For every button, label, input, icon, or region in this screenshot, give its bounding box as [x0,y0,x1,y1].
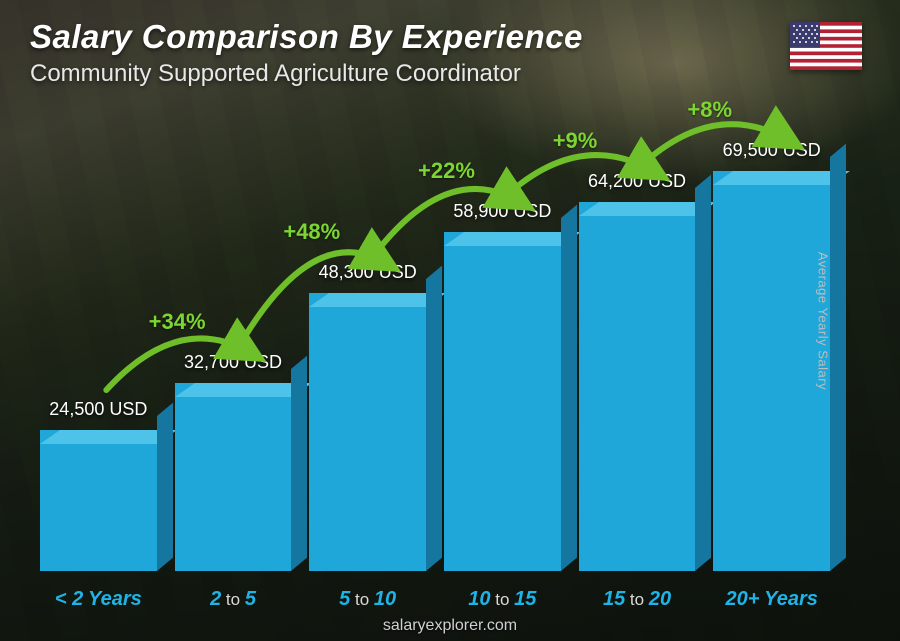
x-axis: < 2 Years 2 to 5 5 to 10 10 to 15 15 to 20 20… [30,588,840,611]
header: Salary Comparison By Experience Communit… [30,18,870,88]
x-axis-label: 20+ Years [713,588,830,611]
bar-value-label: 64,200 USD [588,171,686,192]
bar-slot: 58,900 USD [444,201,561,571]
chart-area: 24,500 USD 32,700 USD 48,300 USD 58,900 USD… [30,100,840,571]
chart-subtitle: Community Supported Agriculture Coordina… [30,60,870,88]
growth-label: +34% [149,309,206,335]
bar [579,202,696,571]
chart-title: Salary Comparison By Experience [30,18,870,56]
bar-value-label: 58,900 USD [453,201,551,222]
bar-slot: 32,700 USD [175,352,292,571]
x-axis-label: < 2 Years [40,588,157,611]
y-axis-label: Average Yearly Salary [815,251,830,389]
bar-slot: 64,200 USD [579,171,696,571]
bar-slot: 69,500 USD [713,140,830,571]
bar [713,171,830,571]
bar-value-label: 69,500 USD [723,140,821,161]
bar-value-label: 48,300 USD [319,262,417,283]
bar-slot: 48,300 USD [309,262,426,571]
growth-label: +9% [553,128,598,154]
bar-value-label: 32,700 USD [184,352,282,373]
x-axis-label: 10 to 15 [444,588,561,611]
bar [175,383,292,571]
x-axis-label: 2 to 5 [175,588,292,611]
growth-label: +48% [283,219,340,245]
bar [444,232,561,571]
growth-label: +8% [687,97,732,123]
bar-slot: 24,500 USD [40,399,157,571]
chart-container: Salary Comparison By Experience Communit… [0,0,900,641]
footer-attribution: salaryexplorer.com [0,617,900,635]
bar [40,430,157,571]
bar [309,293,426,571]
x-axis-label: 5 to 10 [309,588,426,611]
us-flag-icon [790,22,862,70]
bar-value-label: 24,500 USD [49,399,147,420]
growth-label: +22% [418,158,475,184]
x-axis-label: 15 to 20 [579,588,696,611]
